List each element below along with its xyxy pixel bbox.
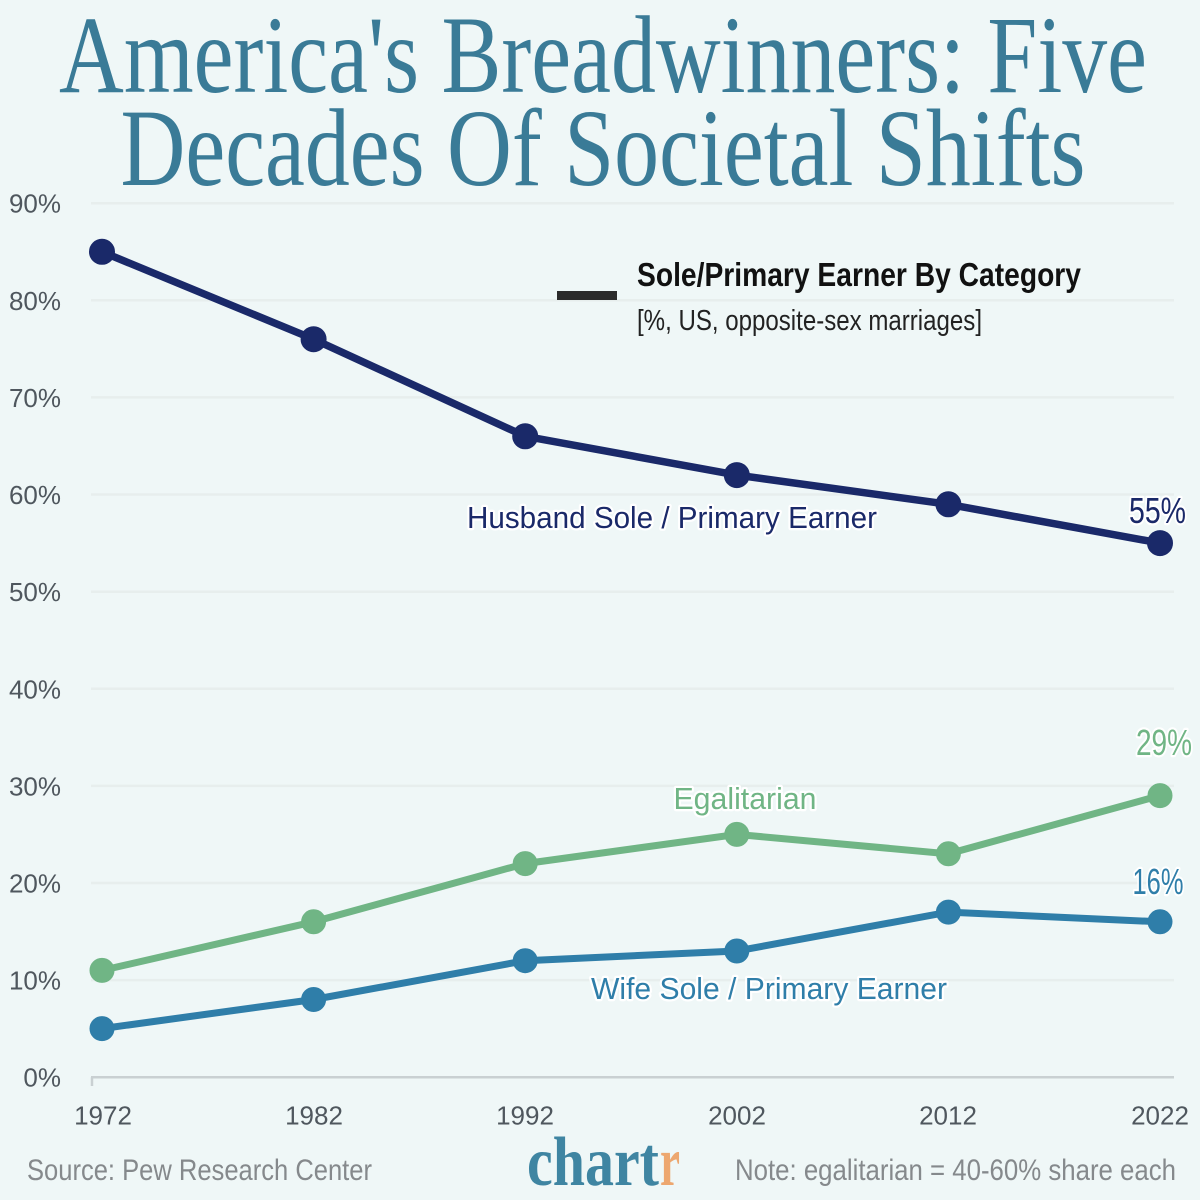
svg-text:Wife Sole / Primary Earner: Wife Sole / Primary Earner: [591, 971, 947, 1006]
svg-text:55%: 55%: [1129, 490, 1186, 531]
svg-text:0%: 0%: [23, 1063, 61, 1093]
svg-text:Egalitarian: Egalitarian: [674, 781, 817, 816]
svg-text:20%: 20%: [9, 869, 61, 899]
svg-text:70%: 70%: [9, 383, 61, 413]
svg-text:50%: 50%: [9, 577, 61, 607]
svg-text:r: r: [660, 1124, 680, 1200]
svg-text:Sole/Primary Earner By Categor: Sole/Primary Earner By Category: [637, 256, 1082, 293]
svg-text:Source: Pew Research Center: Source: Pew Research Center: [27, 1154, 372, 1187]
svg-text:America's Breadwinners: Five: America's Breadwinners: Five: [59, 0, 1147, 116]
svg-text:40%: 40%: [9, 674, 61, 704]
svg-text:[%, US, opposite-sex marriages: [%, US, opposite-sex marriages]: [637, 305, 982, 337]
svg-text:Note: egalitarian = 40-60% sha: Note: egalitarian = 40-60% share each: [735, 1154, 1176, 1187]
svg-text:1992: 1992: [496, 1101, 554, 1131]
svg-text:29%: 29%: [1136, 722, 1192, 763]
svg-text:Husband Sole / Primary Earner: Husband Sole / Primary Earner: [467, 500, 877, 535]
svg-text:1972: 1972: [74, 1101, 132, 1131]
svg-text:80%: 80%: [9, 286, 61, 316]
svg-text:10%: 10%: [9, 966, 61, 996]
svg-text:1982: 1982: [285, 1101, 343, 1131]
svg-text:2022: 2022: [1131, 1101, 1189, 1131]
svg-text:2012: 2012: [919, 1101, 977, 1131]
svg-text:90%: 90%: [9, 189, 61, 219]
svg-text:60%: 60%: [9, 480, 61, 510]
svg-text:16%: 16%: [1133, 861, 1184, 902]
svg-text:2002: 2002: [708, 1101, 766, 1131]
svg-text:30%: 30%: [9, 771, 61, 801]
svg-text:Decades Of Societal Shifts: Decades Of Societal Shifts: [121, 87, 1086, 209]
svg-text:chart: chart: [527, 1124, 659, 1200]
